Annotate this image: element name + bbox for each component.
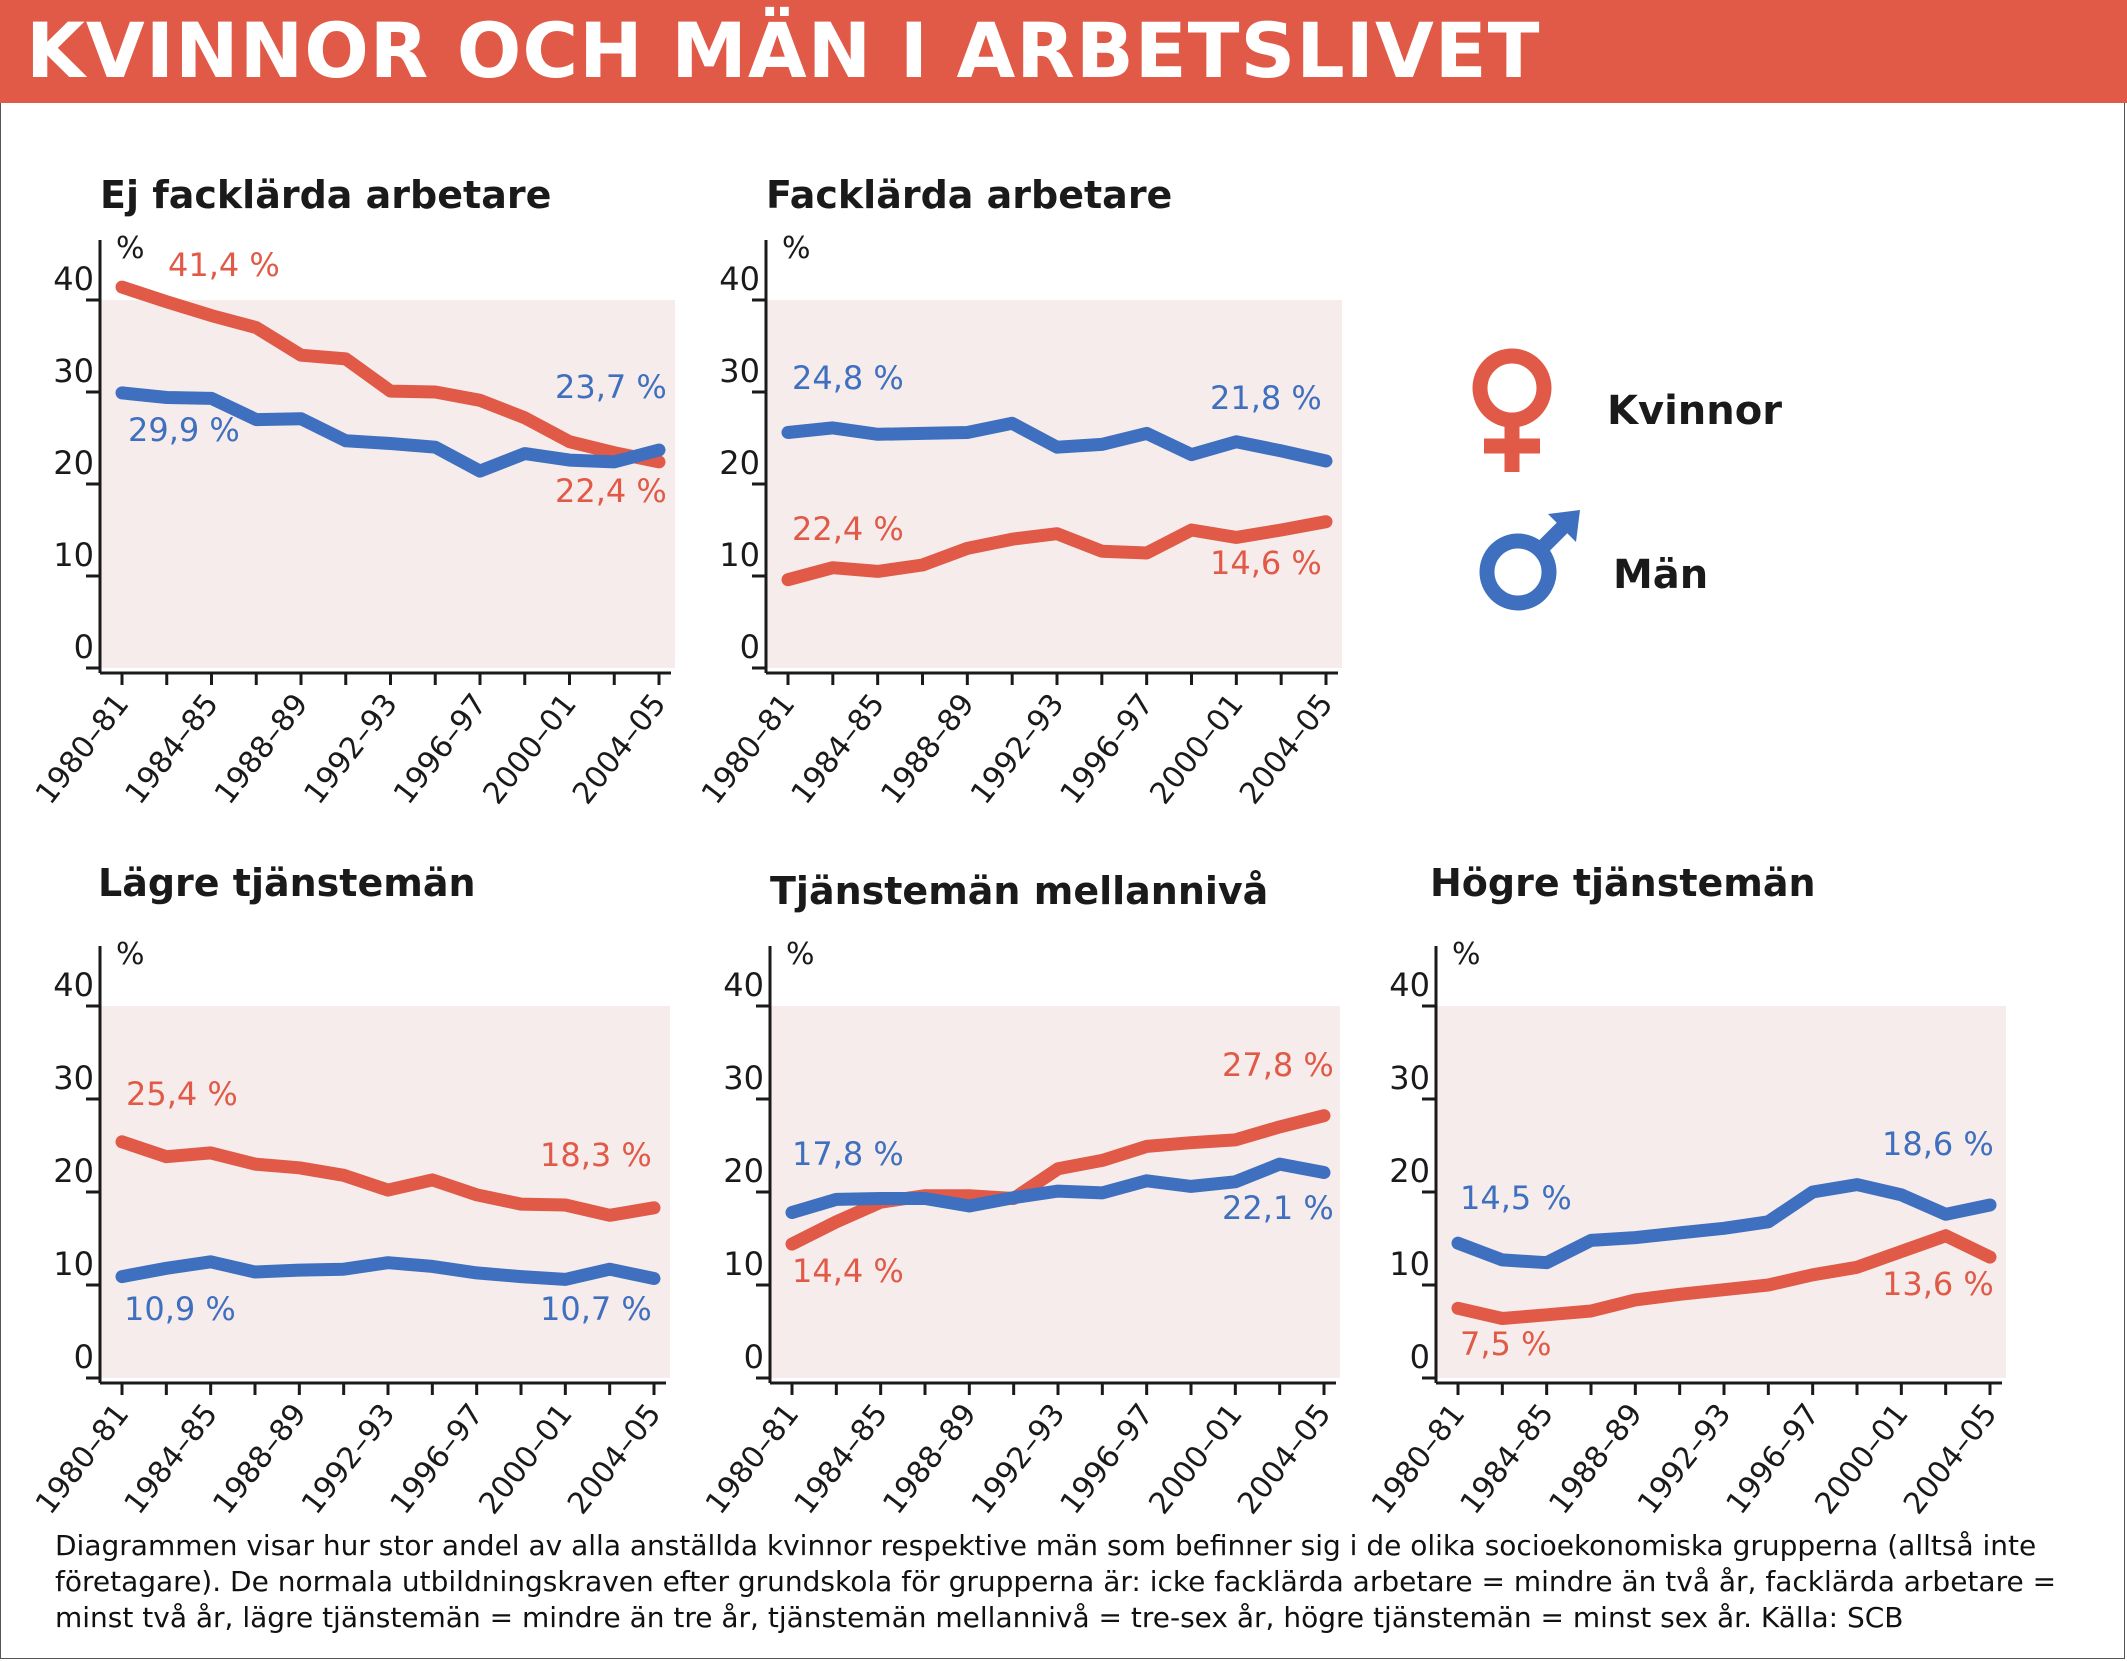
y-tick-label: 30 xyxy=(719,352,760,390)
data-label-men-start: 17,8 % xyxy=(792,1135,904,1173)
y-tick-label: 30 xyxy=(53,1059,94,1097)
data-label-women-start: 14,4 % xyxy=(792,1252,904,1290)
data-label-women-start: 41,4 % xyxy=(168,246,280,284)
series-line-women xyxy=(781,515,1333,587)
series-line-men xyxy=(1451,1178,1997,1270)
series-line-women xyxy=(1451,1229,1997,1325)
data-label-women-end: 27,8 % xyxy=(1222,1046,1334,1084)
header-banner: KVINNOR OCH MÄN I ARBETSLIVET xyxy=(0,0,2127,103)
data-label-men-end: 10,7 % xyxy=(540,1290,652,1328)
chart-title: Ej facklärda arbetare xyxy=(100,173,551,217)
data-label-men-end: 18,6 % xyxy=(1882,1125,1994,1163)
y-tick-label: 0 xyxy=(740,628,760,666)
y-tick-label: 20 xyxy=(53,1152,94,1190)
y-tick-label: 10 xyxy=(53,536,94,574)
y-tick-label: 30 xyxy=(723,1059,764,1097)
y-tick-label: 0 xyxy=(74,628,94,666)
y-tick-label: 30 xyxy=(53,352,94,390)
male-symbol-icon xyxy=(1479,510,1580,611)
y-axis-unit: % xyxy=(1452,937,1481,972)
data-label-women-start: 22,4 % xyxy=(792,510,904,548)
chart-title: Lägre tjänstemän xyxy=(98,861,476,905)
chart-title: Facklärda arbetare xyxy=(766,173,1172,217)
y-axis-unit: % xyxy=(116,937,145,972)
y-tick-label: 20 xyxy=(723,1152,764,1190)
data-label-women-end: 14,6 % xyxy=(1210,544,1322,582)
y-tick-label: 0 xyxy=(744,1338,764,1376)
y-axis-unit: % xyxy=(782,231,811,266)
legend-women-label: Kvinnor xyxy=(1607,388,1782,434)
data-label-women-start: 25,4 % xyxy=(126,1075,238,1113)
y-tick-label: 30 xyxy=(1389,1059,1430,1097)
y-tick-label: 0 xyxy=(1410,1338,1430,1376)
y-tick-label: 20 xyxy=(719,444,760,482)
y-tick-label: 40 xyxy=(53,966,94,1004)
chart-4: Tjänstemän mellannivå%0102030401980–8119… xyxy=(699,869,1340,1521)
female-symbol-icon xyxy=(1472,348,1552,472)
caption: Diagrammen visar hur stor andel av alla … xyxy=(55,1529,2057,1634)
y-tick-label: 10 xyxy=(723,1245,764,1283)
y-tick-label: 0 xyxy=(74,1338,94,1376)
y-axis-unit: % xyxy=(786,937,815,972)
series-line-men xyxy=(115,386,666,478)
legend-men-label: Män xyxy=(1613,552,1709,598)
y-tick-label: 10 xyxy=(53,1245,94,1283)
page-title: KVINNOR OCH MÄN I ARBETSLIVET xyxy=(26,6,1541,95)
data-label-men-end: 22,1 % xyxy=(1222,1189,1334,1227)
series-line-women xyxy=(115,1135,661,1222)
data-label-men-start: 14,5 % xyxy=(1460,1179,1572,1217)
data-label-men-start: 10,9 % xyxy=(124,1290,236,1328)
y-tick-label: 20 xyxy=(1389,1152,1430,1190)
data-label-women-end: 22,4 % xyxy=(555,472,667,510)
plot-background xyxy=(100,300,675,668)
chart-title: Högre tjänstemän xyxy=(1430,861,1816,905)
plot-background xyxy=(766,300,1342,668)
y-tick-label: 10 xyxy=(719,536,760,574)
data-label-men-start: 24,8 % xyxy=(792,359,904,397)
series-line-men xyxy=(785,1157,1331,1219)
data-label-men-start: 29,9 % xyxy=(128,411,240,449)
y-axis-unit: % xyxy=(116,231,145,266)
y-tick-label: 40 xyxy=(719,260,760,298)
y-tick-label: 10 xyxy=(1389,1245,1430,1283)
series-line-men xyxy=(781,416,1333,468)
data-label-women-end: 18,3 % xyxy=(540,1136,652,1174)
data-label-men-end: 23,7 % xyxy=(555,368,667,406)
chart-title: Tjänstemän mellannivå xyxy=(770,869,1268,913)
y-tick-label: 40 xyxy=(1389,966,1430,1004)
y-tick-label: 20 xyxy=(53,444,94,482)
series-line-men xyxy=(115,1255,661,1286)
y-tick-label: 40 xyxy=(53,260,94,298)
data-label-women-end: 13,6 % xyxy=(1882,1265,1994,1303)
y-tick-label: 40 xyxy=(723,966,764,1004)
series-line-women xyxy=(115,280,666,469)
data-label-men-end: 21,8 % xyxy=(1210,379,1322,417)
data-label-women-start: 7,5 % xyxy=(1460,1325,1551,1363)
